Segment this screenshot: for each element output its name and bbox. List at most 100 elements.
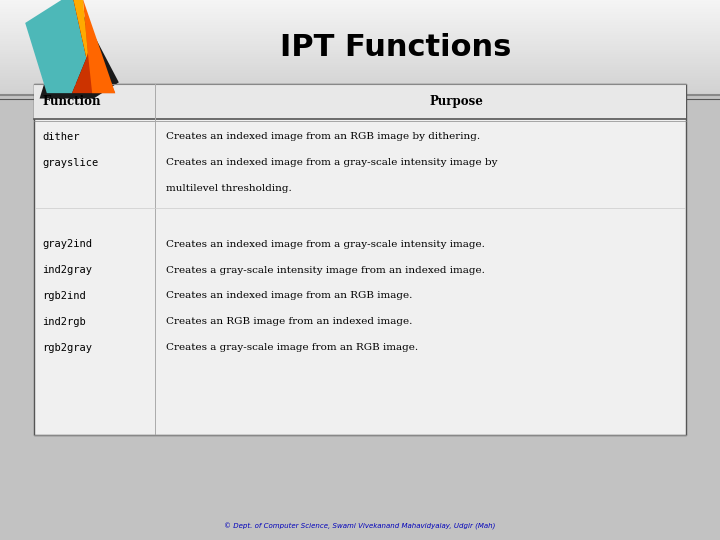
Bar xyxy=(0,39,720,40)
Bar xyxy=(0,45,720,46)
Bar xyxy=(0,52,720,53)
Text: Creates an indexed image from a gray-scale intensity image.: Creates an indexed image from a gray-sca… xyxy=(166,240,485,248)
Polygon shape xyxy=(72,0,115,93)
Bar xyxy=(0,91,720,92)
Bar xyxy=(0,2,720,4)
Text: gray2ind: gray2ind xyxy=(42,239,92,249)
Bar xyxy=(0,55,720,56)
Bar xyxy=(0,79,720,80)
Text: IPT Functions: IPT Functions xyxy=(280,33,512,62)
Bar xyxy=(0,58,720,59)
Bar xyxy=(0,84,720,85)
Bar xyxy=(0,24,720,25)
Text: dither: dither xyxy=(42,132,80,141)
Bar xyxy=(0,64,720,65)
Bar xyxy=(0,4,720,5)
Bar xyxy=(0,63,720,64)
Bar xyxy=(0,53,720,55)
Text: © Dept. of Computer Science, Swami Vivekanand Mahavidyalay, Udgir (Mah): © Dept. of Computer Science, Swami Vivek… xyxy=(225,523,495,530)
Bar xyxy=(0,62,720,63)
Bar xyxy=(0,87,720,89)
Polygon shape xyxy=(40,0,119,98)
Bar xyxy=(0,56,720,57)
Polygon shape xyxy=(83,0,115,93)
Bar xyxy=(0,75,720,76)
Bar xyxy=(0,15,720,17)
Text: ind2rgb: ind2rgb xyxy=(42,317,86,327)
Bar xyxy=(0,86,720,87)
Text: multilevel thresholding.: multilevel thresholding. xyxy=(166,184,292,193)
Text: rgb2ind: rgb2ind xyxy=(42,291,86,301)
Text: Function: Function xyxy=(42,94,101,108)
Bar xyxy=(0,83,720,84)
Bar xyxy=(0,27,720,28)
Bar xyxy=(0,23,720,24)
Bar xyxy=(34,84,686,119)
Text: ind2gray: ind2gray xyxy=(42,265,92,275)
Bar xyxy=(0,7,720,8)
Bar xyxy=(0,59,720,60)
Bar xyxy=(0,6,720,7)
Bar xyxy=(0,66,720,68)
Bar xyxy=(0,8,720,9)
Bar xyxy=(0,14,720,15)
Bar xyxy=(0,36,720,37)
Bar xyxy=(0,65,720,66)
Bar xyxy=(0,26,720,27)
Bar xyxy=(0,9,720,11)
Bar xyxy=(0,46,720,47)
Bar xyxy=(0,60,720,62)
Polygon shape xyxy=(25,0,86,93)
Bar xyxy=(0,37,720,38)
Bar xyxy=(0,0,720,1)
Bar xyxy=(0,20,720,21)
Bar xyxy=(0,49,720,50)
Bar xyxy=(0,43,720,44)
Bar xyxy=(0,17,720,18)
Polygon shape xyxy=(72,0,88,58)
Bar xyxy=(0,73,720,75)
Bar xyxy=(0,93,720,94)
Bar xyxy=(0,71,720,72)
Bar xyxy=(0,11,720,12)
Text: Creates an indexed image from an RGB image.: Creates an indexed image from an RGB ima… xyxy=(166,292,412,300)
Text: Creates an indexed image from a gray-scale intensity image by: Creates an indexed image from a gray-sca… xyxy=(166,158,497,167)
Bar xyxy=(0,42,720,43)
Bar xyxy=(0,76,720,77)
Bar xyxy=(0,50,720,51)
Bar xyxy=(0,30,720,31)
Bar xyxy=(0,82,720,83)
Bar xyxy=(34,84,686,435)
Bar xyxy=(0,70,720,71)
Text: Purpose: Purpose xyxy=(430,94,483,108)
Bar xyxy=(0,51,720,52)
Bar xyxy=(0,31,720,32)
Text: grayslice: grayslice xyxy=(42,158,99,167)
Bar xyxy=(0,78,720,79)
Bar xyxy=(0,34,720,36)
Bar xyxy=(0,21,720,23)
Text: Creates an RGB image from an indexed image.: Creates an RGB image from an indexed ima… xyxy=(166,318,412,326)
Bar xyxy=(0,33,720,34)
Bar xyxy=(0,44,720,45)
Bar xyxy=(0,40,720,42)
Bar xyxy=(0,48,720,49)
Bar xyxy=(0,1,720,2)
Bar xyxy=(0,19,720,20)
Bar xyxy=(0,28,720,30)
Bar xyxy=(0,57,720,58)
Bar xyxy=(0,32,720,33)
Bar xyxy=(0,72,720,73)
Bar xyxy=(0,25,720,26)
Bar xyxy=(0,5,720,6)
Text: Creates an indexed image from an RGB image by dithering.: Creates an indexed image from an RGB ima… xyxy=(166,132,480,141)
Bar xyxy=(0,38,720,39)
Bar xyxy=(0,68,720,69)
Bar xyxy=(0,12,720,13)
Bar xyxy=(0,89,720,90)
Bar xyxy=(0,77,720,78)
Bar xyxy=(0,69,720,70)
Text: Creates a gray-scale intensity image from an indexed image.: Creates a gray-scale intensity image fro… xyxy=(166,266,485,274)
Bar xyxy=(0,80,720,82)
Text: Creates a gray-scale image from an RGB image.: Creates a gray-scale image from an RGB i… xyxy=(166,343,418,352)
